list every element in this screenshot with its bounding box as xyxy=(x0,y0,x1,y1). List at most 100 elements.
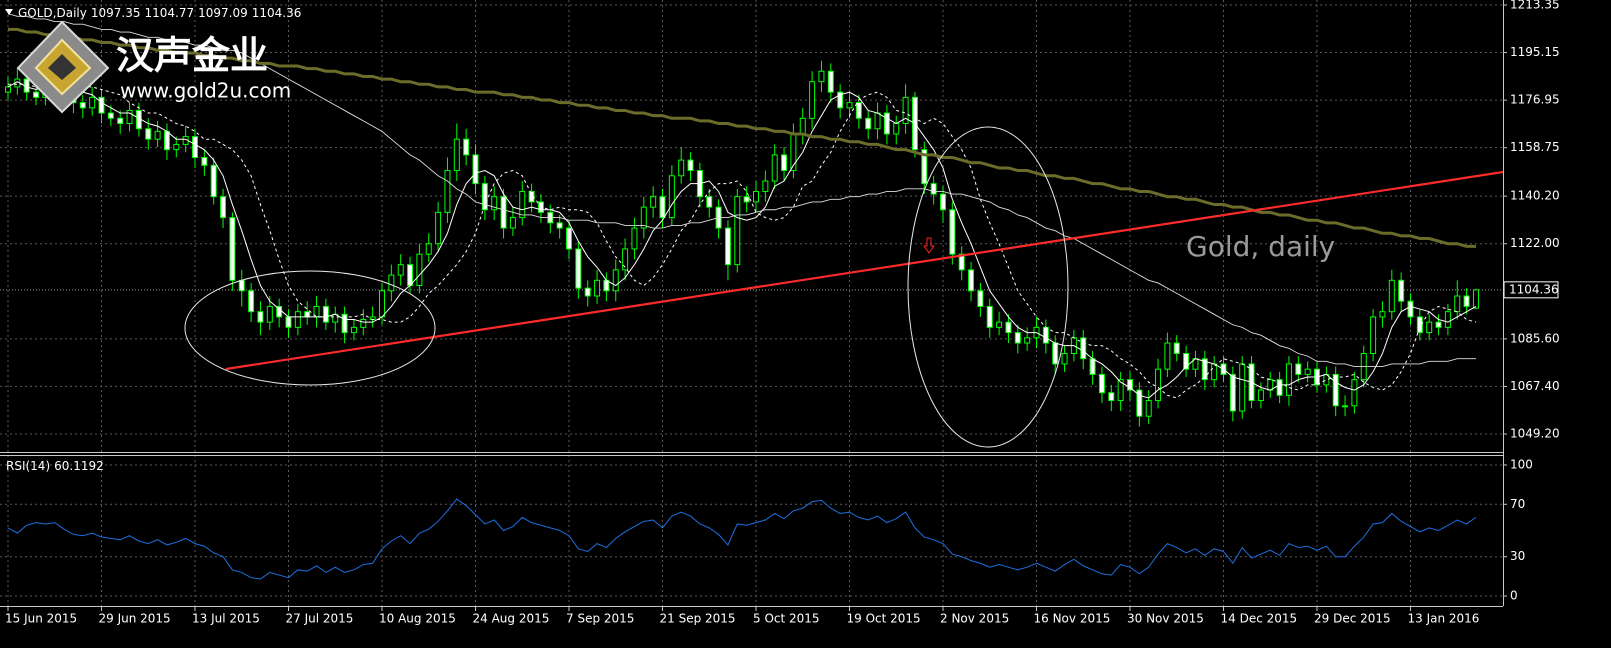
candle-body xyxy=(1267,379,1274,391)
candle-body xyxy=(902,96,909,125)
candle-body xyxy=(257,311,264,323)
candle-body xyxy=(435,211,442,245)
candle-body xyxy=(519,190,526,219)
y-tick-label: 1140.20 xyxy=(1510,189,1560,203)
moving-average xyxy=(7,13,1476,368)
x-tick-label: 19 Oct 2015 xyxy=(847,612,921,626)
candle-body xyxy=(1276,379,1283,396)
rsi-value: 60.1192 xyxy=(54,459,104,473)
candle-body xyxy=(1239,363,1246,412)
ohlc-close: 1104.36 xyxy=(252,6,302,20)
candle-body xyxy=(603,279,610,292)
candle-body xyxy=(388,274,395,292)
y-tick-label: 1158.75 xyxy=(1510,140,1560,154)
candle-body xyxy=(1229,373,1236,412)
candle-body xyxy=(173,143,180,151)
candle-body xyxy=(33,91,40,98)
candle-body xyxy=(921,149,928,185)
candle-body xyxy=(1342,405,1349,408)
watermark-name: 汉声金业 xyxy=(116,34,268,78)
candle-body xyxy=(640,206,647,229)
candle-body xyxy=(753,190,759,203)
candle-body xyxy=(472,154,479,185)
x-tick-label: 21 Sep 2015 xyxy=(660,612,736,626)
candle-body xyxy=(238,279,245,292)
candle-body xyxy=(444,170,451,213)
candle-body xyxy=(977,290,984,307)
marks-layer xyxy=(5,13,1479,580)
candle-body xyxy=(1052,342,1059,365)
candle-body xyxy=(248,290,255,313)
candle-body xyxy=(1005,321,1012,334)
candle-body xyxy=(79,102,86,109)
candle-body xyxy=(322,305,329,323)
candle-body xyxy=(1285,363,1292,396)
candle-body xyxy=(734,196,741,266)
x-tick-label: 15 Jun 2015 xyxy=(5,612,77,626)
candle-body xyxy=(407,264,414,287)
candle-body xyxy=(706,196,713,208)
arrow-marker xyxy=(923,237,935,254)
y-tick-label: 70 xyxy=(1510,497,1525,511)
candle-body xyxy=(1117,379,1124,402)
candle-body xyxy=(837,91,844,109)
candle-body xyxy=(594,279,601,297)
candle-body xyxy=(107,112,114,119)
candle-body xyxy=(930,183,937,195)
candle-body xyxy=(846,102,853,109)
candle-body xyxy=(285,316,292,328)
candle-body xyxy=(958,253,965,271)
x-tick-label: 2 Nov 2015 xyxy=(940,612,1009,626)
candle-body xyxy=(1435,321,1442,328)
candle-body xyxy=(1257,389,1264,402)
y-tick-label: 30 xyxy=(1510,549,1525,563)
candle-body xyxy=(566,227,572,250)
candle-body xyxy=(996,321,1003,328)
candle-body xyxy=(1379,311,1386,318)
candle-body xyxy=(1127,379,1133,391)
x-tick-label: 13 Jan 2016 xyxy=(1408,612,1480,626)
candle-body xyxy=(743,196,750,203)
candle-body xyxy=(865,117,872,130)
y-tick-label: 1176.95 xyxy=(1510,93,1560,107)
candle-body xyxy=(500,196,507,229)
x-tick-label: 7 Sep 2015 xyxy=(566,612,634,626)
candle-body xyxy=(220,196,227,219)
candle-body xyxy=(528,190,535,203)
candle-body xyxy=(584,287,591,297)
candle-body xyxy=(5,86,11,93)
candle-body xyxy=(612,269,619,292)
candle-body xyxy=(1407,300,1414,318)
candle-body xyxy=(1211,363,1218,381)
candle-body xyxy=(724,227,731,266)
chart-title: GOLD,Daily xyxy=(18,6,87,20)
x-tick-label: 27 Jul 2015 xyxy=(286,612,354,626)
candle-body xyxy=(360,319,367,328)
candle-body xyxy=(98,96,105,114)
candle-body xyxy=(397,264,404,276)
x-tick-label: 16 Nov 2015 xyxy=(1034,612,1111,626)
candle-body xyxy=(1155,368,1162,402)
candle-body xyxy=(1061,352,1068,365)
candle-body xyxy=(668,175,675,219)
candle-body xyxy=(1304,368,1311,375)
candle-body xyxy=(210,164,217,198)
y-tick-label: 0 xyxy=(1510,589,1518,603)
candle-body xyxy=(762,180,769,192)
candle-body xyxy=(1014,332,1021,344)
candle-body xyxy=(1472,289,1479,309)
candle-body xyxy=(771,154,778,182)
candle-body xyxy=(126,109,133,125)
ellipse-marker xyxy=(907,126,1069,448)
candle-body xyxy=(1024,337,1031,344)
candle-body xyxy=(145,128,152,140)
ohlc-high: 1104.77 xyxy=(144,6,194,20)
logo xyxy=(16,20,110,114)
candle-body xyxy=(350,326,357,334)
candle-body xyxy=(940,193,946,211)
candle-body xyxy=(659,196,666,219)
candle-body xyxy=(781,154,788,172)
candle-body xyxy=(416,253,423,287)
candle-body xyxy=(117,117,124,125)
candle-body xyxy=(491,196,498,211)
